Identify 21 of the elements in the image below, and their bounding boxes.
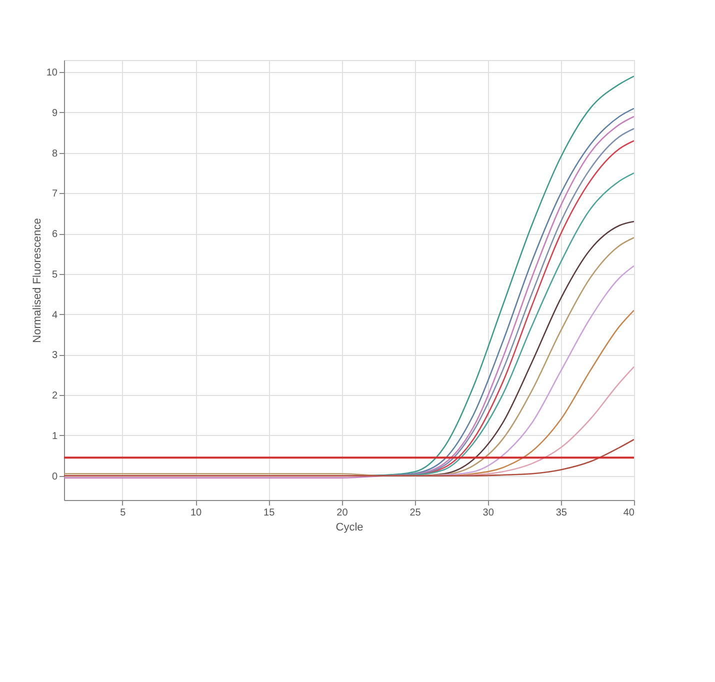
y-tick-label: 4 [52,310,58,321]
y-tick-label: 1 [52,430,58,442]
x-tick-label: 30 [482,508,494,518]
y-tick-label: 3 [52,350,58,362]
x-tick-label: 25 [410,508,422,518]
x-axis-title: Cycle [336,522,364,534]
x-tick-label: 5 [120,508,126,518]
y-tick-label: 2 [52,390,58,402]
y-tick-label: 7 [52,188,58,200]
x-tick-label: 20 [336,508,348,518]
y-tick-label: 0 [52,471,58,482]
y-tick-label: 8 [52,148,58,160]
y-tick-label: 6 [52,229,58,240]
y-tick-label: 5 [52,269,58,280]
y-tick-label: 9 [52,108,58,119]
x-tick-label: 15 [264,508,276,518]
x-tick-label: 35 [556,508,568,518]
x-tick-label: 10 [190,508,202,518]
y-axis-title: Normalised Fluorescence [31,218,44,343]
x-tick-label: 40 [623,508,635,518]
y-tick-label: 10 [46,68,58,79]
